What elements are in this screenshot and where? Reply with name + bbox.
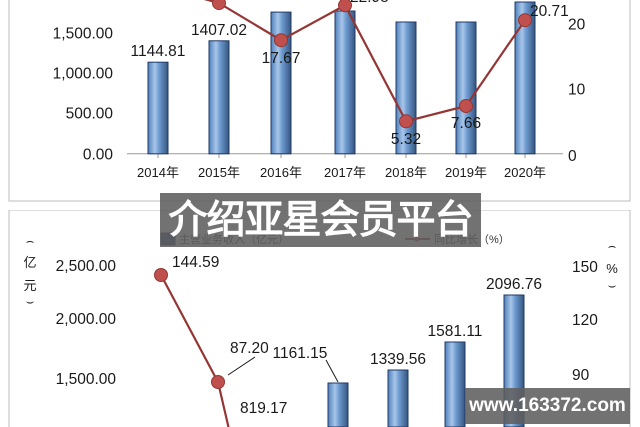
svg-text:144.59: 144.59 <box>172 254 219 271</box>
svg-text:20: 20 <box>568 17 586 34</box>
svg-text:10: 10 <box>568 82 586 99</box>
svg-text:500.00: 500.00 <box>66 106 114 123</box>
svg-text:819.17: 819.17 <box>240 400 287 417</box>
svg-text:⌢: ⌢ <box>608 238 617 253</box>
svg-text:1581.11: 1581.11 <box>428 323 483 340</box>
svg-text:亿: 亿 <box>23 255 36 270</box>
svg-text:2017年: 2017年 <box>324 165 366 180</box>
svg-text:2020年: 2020年 <box>504 165 546 180</box>
svg-text:2015年: 2015年 <box>198 165 240 180</box>
svg-text:2014年: 2014年 <box>137 165 179 180</box>
svg-text:元: 元 <box>23 278 36 293</box>
svg-text:2016年: 2016年 <box>260 165 302 180</box>
svg-text:⌢: ⌢ <box>26 233 35 248</box>
svg-text:1407.02: 1407.02 <box>191 22 247 39</box>
svg-text:1144.81: 1144.81 <box>131 43 186 60</box>
svg-text:150: 150 <box>572 259 598 276</box>
svg-text:1,500.00: 1,500.00 <box>56 371 117 388</box>
svg-text:2,500.00: 2,500.00 <box>56 258 117 275</box>
svg-text:⌣: ⌣ <box>608 278 617 293</box>
svg-text:2096.76: 2096.76 <box>486 276 542 293</box>
svg-text:1161.15: 1161.15 <box>273 345 328 362</box>
svg-text:2,000.00: 2,000.00 <box>56 311 117 328</box>
svg-text:22.98: 22.98 <box>350 0 389 6</box>
svg-text:1,000.00: 1,000.00 <box>53 66 114 83</box>
svg-text:17.67: 17.67 <box>262 50 301 67</box>
svg-text:7.66: 7.66 <box>451 115 481 132</box>
svg-text:2019年: 2019年 <box>445 165 487 180</box>
svg-text:1,500.00: 1,500.00 <box>53 26 114 43</box>
svg-text:20.71: 20.71 <box>530 3 569 20</box>
svg-text:0: 0 <box>568 148 577 165</box>
svg-text:%: % <box>606 261 618 276</box>
svg-text:1339.56: 1339.56 <box>370 351 426 368</box>
svg-text:120: 120 <box>572 312 598 329</box>
svg-text:⌣: ⌣ <box>26 294 35 309</box>
svg-text:0.00: 0.00 <box>83 147 114 164</box>
svg-text:2018年: 2018年 <box>385 165 427 180</box>
svg-text:90: 90 <box>572 367 590 384</box>
svg-text:5.32: 5.32 <box>391 131 421 148</box>
svg-text:87.20: 87.20 <box>230 340 269 357</box>
